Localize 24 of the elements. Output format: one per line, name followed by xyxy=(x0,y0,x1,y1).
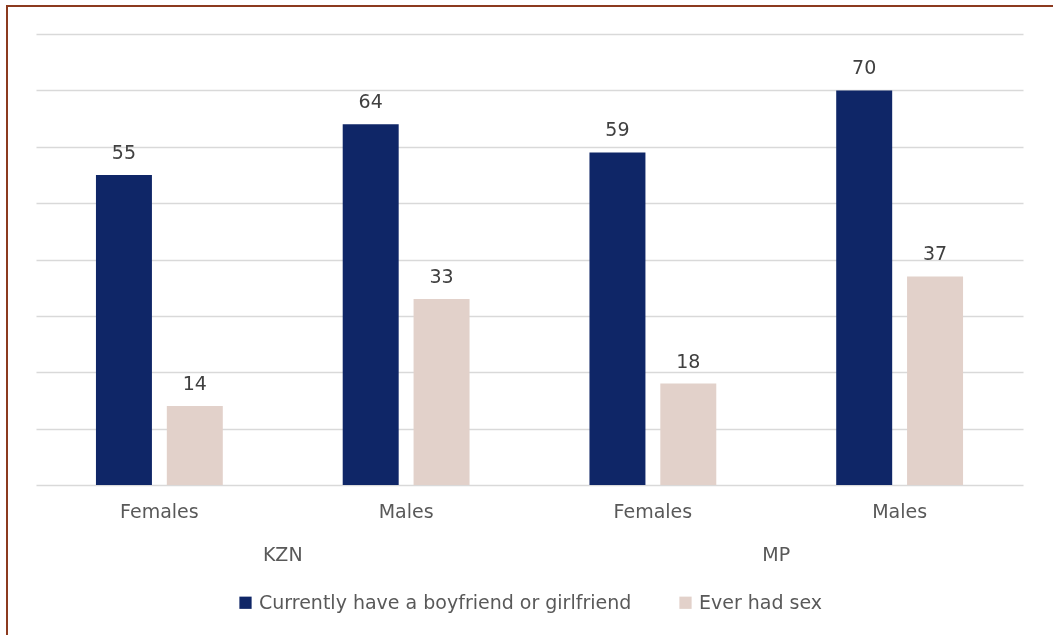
x-tick-label: Females xyxy=(120,499,199,522)
bar xyxy=(95,174,152,485)
data-label: 37 xyxy=(922,242,948,265)
bar xyxy=(413,298,470,485)
data-label: 55 xyxy=(111,140,137,163)
bar xyxy=(907,276,964,485)
bar xyxy=(166,406,223,485)
bar xyxy=(836,90,893,485)
text: KZN xyxy=(262,543,303,565)
data-label: 14 xyxy=(182,372,207,395)
data-label: 18 xyxy=(676,349,701,372)
x-tick-label: Males xyxy=(378,499,434,522)
legend-label: Ever had sex xyxy=(699,590,823,613)
x-tick-label: Females xyxy=(613,499,693,522)
bar xyxy=(342,124,399,485)
legend-label: Currently have a boyfriend or girlfriend xyxy=(259,590,632,613)
bar xyxy=(589,152,646,485)
bar xyxy=(660,383,717,485)
text: MP xyxy=(762,543,791,565)
data-label: 59 xyxy=(605,118,630,141)
data-label: 64 xyxy=(358,90,383,113)
x-tick-label: Males xyxy=(872,499,928,522)
data-label: 33 xyxy=(429,264,454,287)
data-label: 70 xyxy=(852,56,877,79)
